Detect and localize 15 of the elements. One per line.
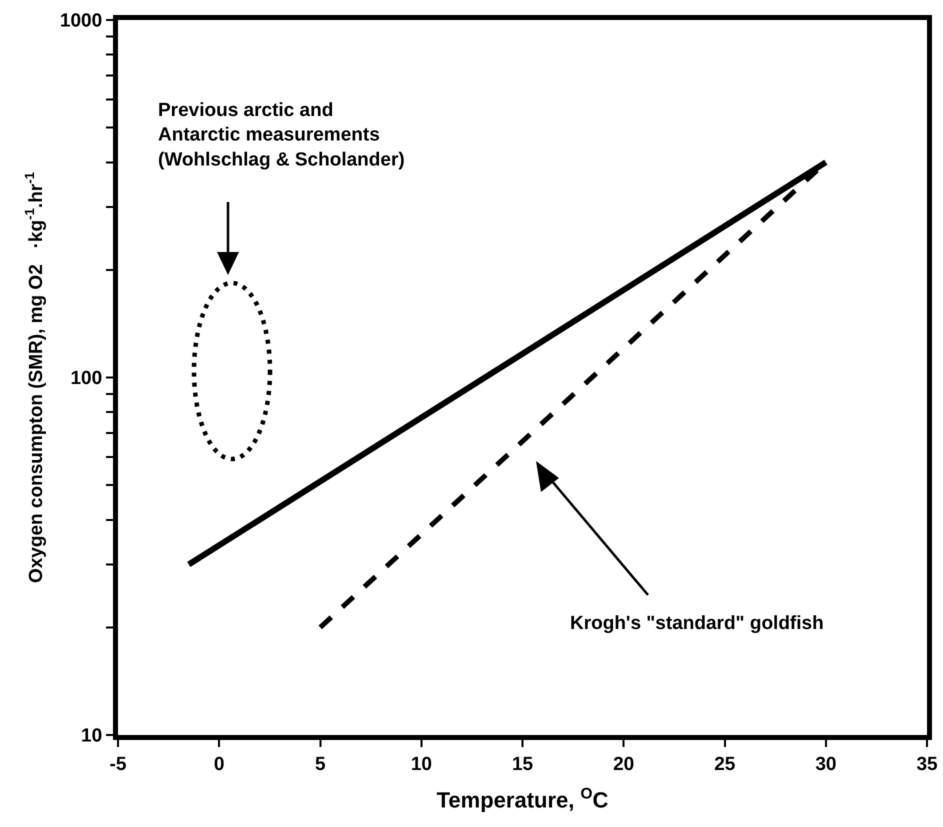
annotation: Previous arctic and Antarctic measurements (Wohlschlag & Scholander) xyxy=(158,100,405,170)
y-tick-label: 1000 xyxy=(60,10,102,32)
x-tick-label: 5 xyxy=(314,754,326,775)
x-tick-label: 35 xyxy=(916,754,938,775)
annotation: Krogh's "standard" goldfish xyxy=(570,613,824,634)
x-tick-label: -5 xyxy=(110,754,127,775)
x-tick-label: 0 xyxy=(214,754,224,775)
y-tick-label: 10 xyxy=(81,726,102,747)
x-tick-label: 15 xyxy=(512,754,534,775)
y-tick-label: 100 xyxy=(70,368,102,390)
x-tick-label: 25 xyxy=(714,754,736,775)
x-axis-title: Temperature, $^{O}$C xyxy=(436,785,608,813)
x-tick-label: 30 xyxy=(815,754,836,775)
x-tick-label: 20 xyxy=(613,754,634,775)
x-tick-label: 10 xyxy=(410,754,432,775)
